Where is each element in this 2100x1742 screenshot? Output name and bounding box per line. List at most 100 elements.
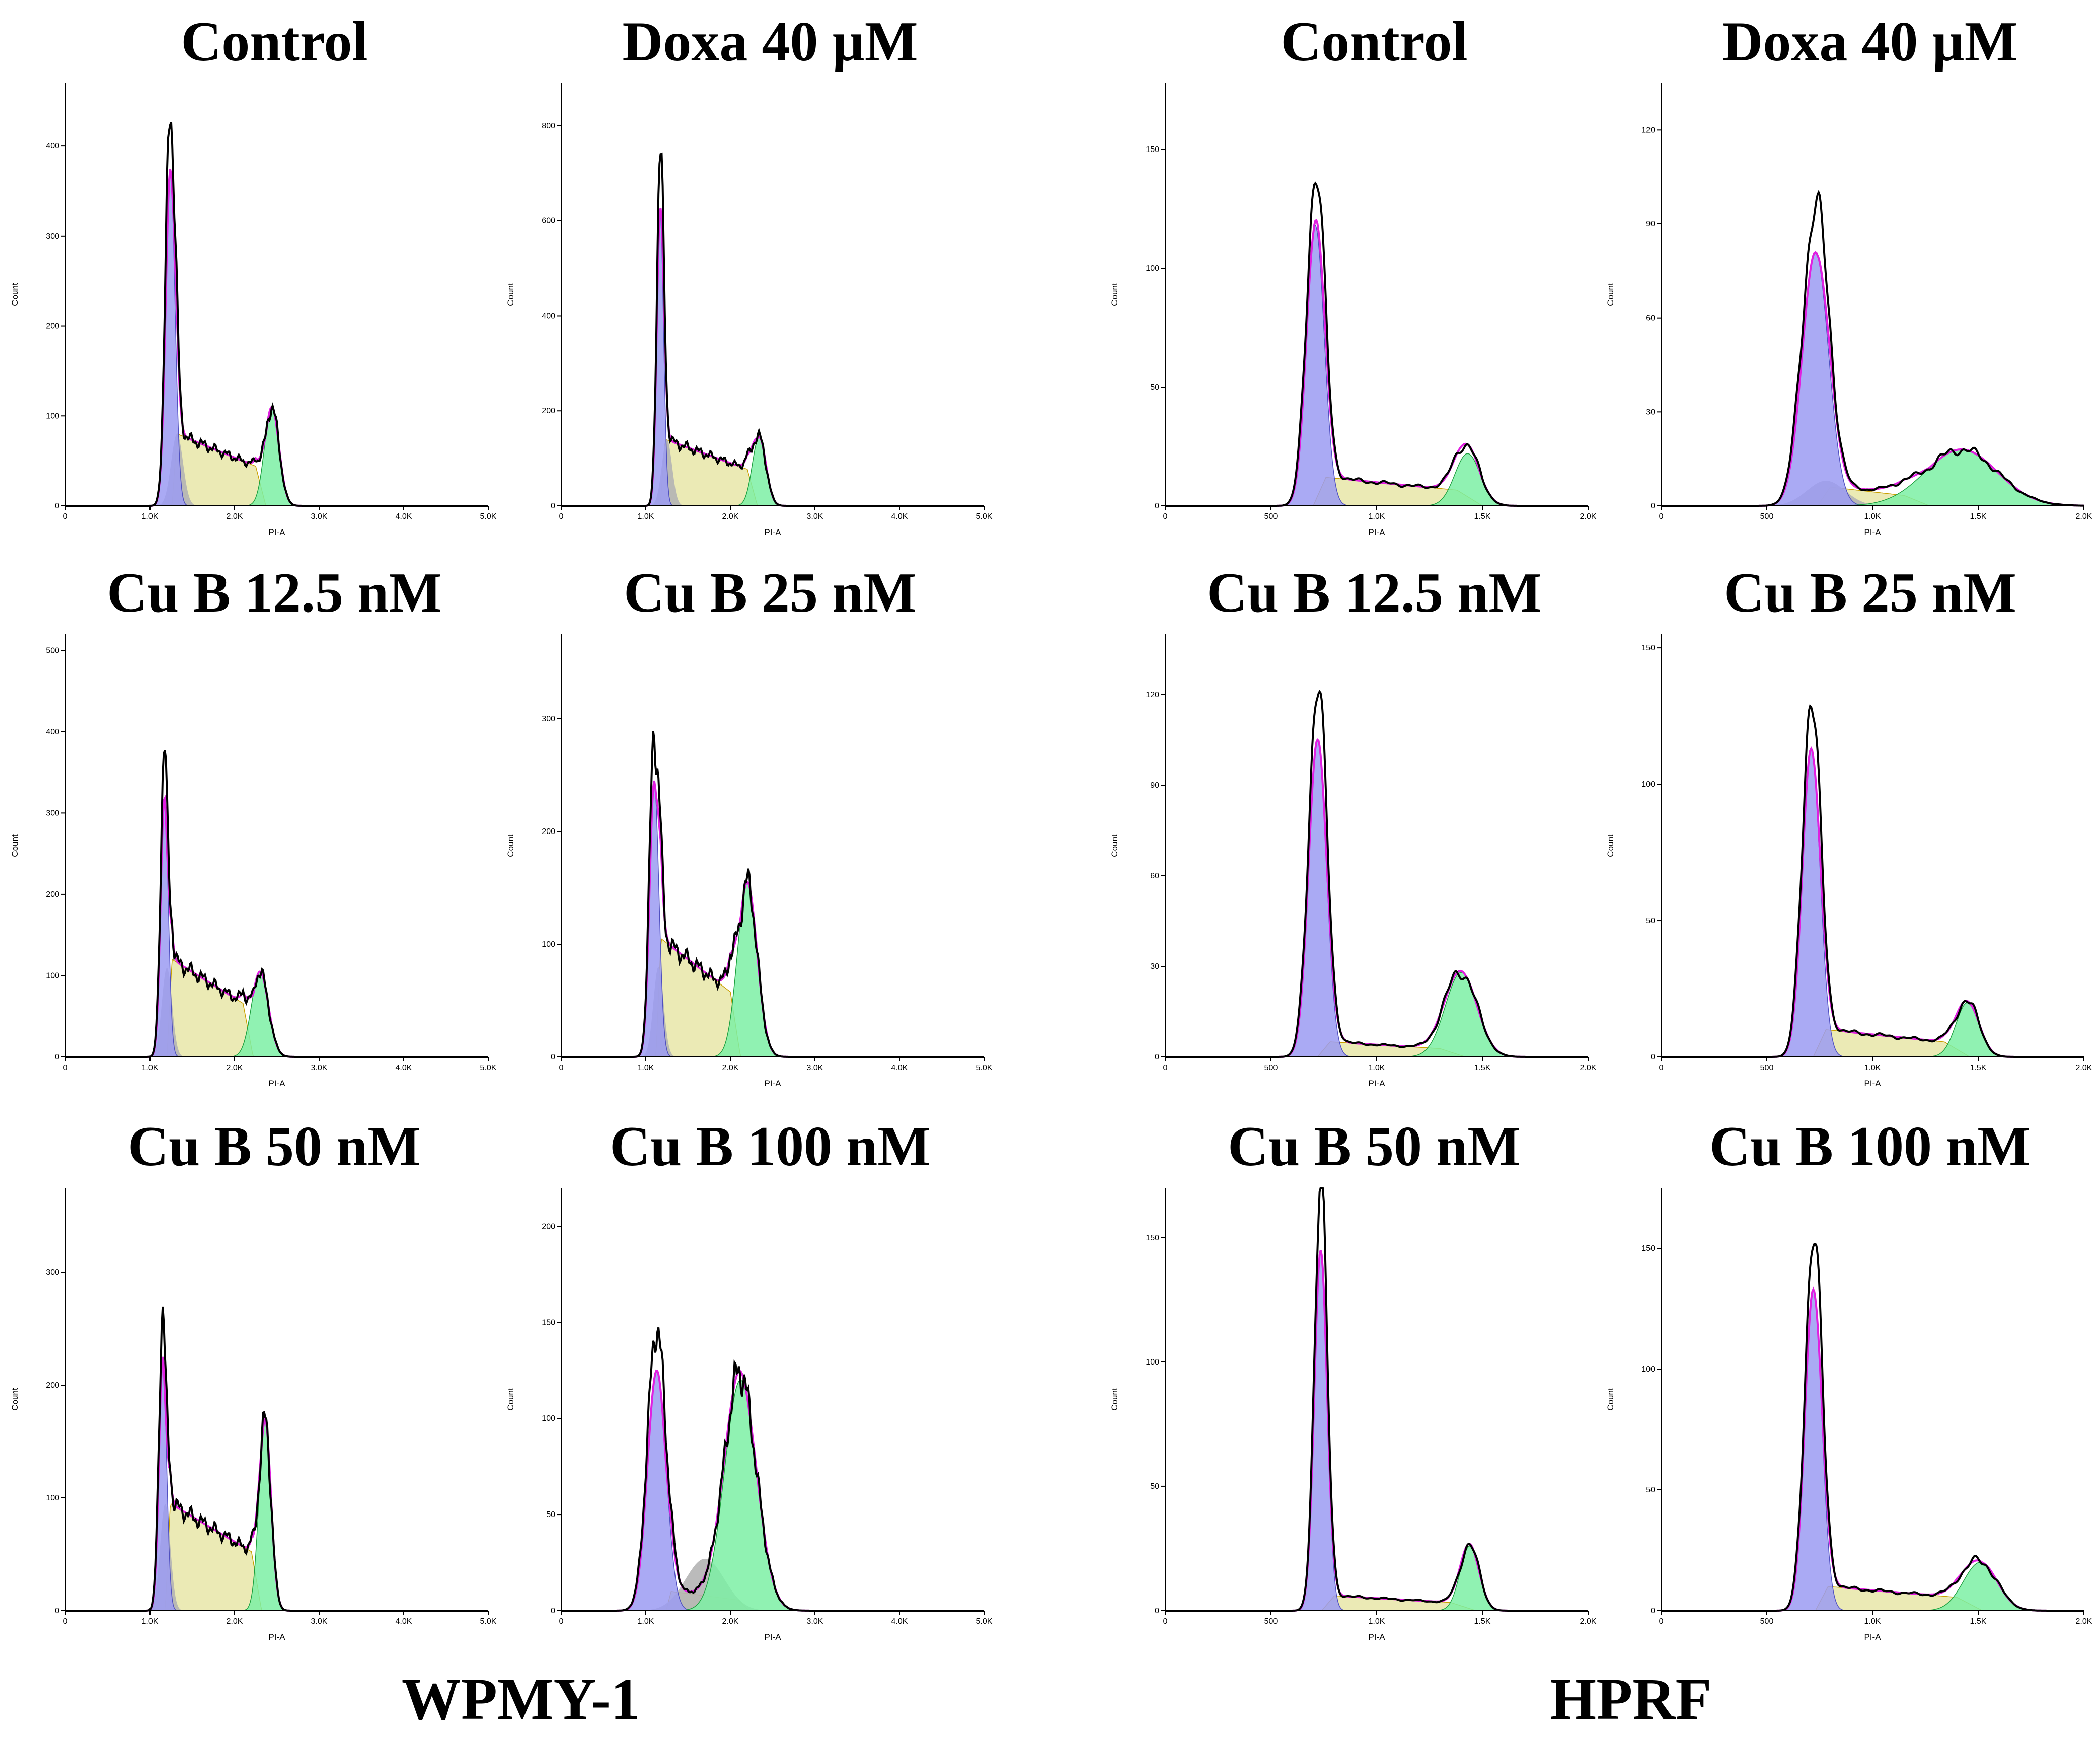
x-tick-label: 0 — [559, 1064, 564, 1072]
x-tick-label: 2.0K — [2076, 1617, 2092, 1626]
axis-frame — [1165, 83, 1588, 506]
y-tick-label: 60 — [1150, 872, 1159, 880]
x-tick-label: 1.5K — [1474, 512, 1491, 521]
histogram-data-line — [1661, 189, 2084, 507]
y-tick-label: 400 — [542, 312, 555, 320]
y-axis-label: Count — [1110, 834, 1119, 857]
x-tick-label: 1.0K — [142, 1617, 159, 1626]
x-tick-label: 1.0K — [1369, 512, 1385, 521]
histogram-panel: Cu B 100 nM 0 500 1.0K 1.5K 2.0K 0 50 100 150 PI-A… — [1606, 1115, 2092, 1642]
x-axis-label: PI-A — [268, 1632, 285, 1642]
x-tick-label: 1.0K — [1864, 1617, 1881, 1626]
y-tick-label: 100 — [1146, 264, 1159, 273]
x-axis-label: PI-A — [1368, 1632, 1385, 1642]
model-fit-line — [1661, 1286, 2084, 1612]
y-tick-label: 200 — [46, 322, 59, 331]
y-tick-label: 30 — [1150, 962, 1159, 971]
x-tick-label: 3.0K — [807, 1064, 823, 1072]
x-tick-label: 2.0K — [2076, 512, 2092, 521]
y-tick-label: 0 — [1155, 1053, 1159, 1062]
x-tick-label: 5.0K — [480, 1064, 497, 1072]
panel-title: Doxa 40 µM — [1722, 11, 2017, 73]
y-axis-label: Count — [1606, 1388, 1615, 1411]
y-tick-label: 600 — [542, 217, 555, 225]
y-tick-label: 150 — [542, 1318, 555, 1327]
y-tick-label: 100 — [1641, 780, 1655, 789]
y-tick-label: 200 — [46, 890, 59, 899]
panel-title: Cu B 100 nM — [1709, 1115, 2031, 1178]
axis-frame — [1165, 1188, 1588, 1611]
x-tick-label: 2.0K — [2076, 1064, 2092, 1072]
x-tick-label: 2.0K — [227, 1064, 243, 1072]
y-tick-label: 150 — [1641, 1244, 1655, 1253]
histogram-data-line — [561, 731, 984, 1058]
histogram-panel: Cu B 25 nM 0 500 1.0K 1.5K 2.0K 0 50 100 150 PI-A C… — [1606, 562, 2092, 1088]
y-tick-label: 120 — [1641, 126, 1655, 134]
model-fit-line — [1661, 746, 2084, 1058]
y-tick-label: 90 — [1646, 220, 1655, 229]
group-label-hprf: HPRF — [1550, 1666, 1711, 1732]
y-tick-label: 60 — [1646, 314, 1655, 323]
y-tick-label: 100 — [542, 940, 555, 949]
panel-title: Doxa 40 µM — [622, 11, 918, 73]
x-axis-label: PI-A — [1864, 1079, 1881, 1088]
histogram-panel: Doxa 40 µM 0 1.0K 2.0K 3.0K 4.0K 5.0K 0 200 400 60… — [506, 11, 993, 537]
x-axis-label: PI-A — [764, 1632, 781, 1642]
histogram-panel: Control 0 500 1.0K 1.5K 2.0K 0 50 100 150 PI-A Coun… — [1110, 11, 1597, 537]
model-fit-line — [1165, 738, 1588, 1058]
x-tick-label: 1.0K — [1369, 1064, 1385, 1072]
x-tick-label: 500 — [1760, 1064, 1774, 1072]
x-axis-label: PI-A — [1864, 1632, 1881, 1642]
x-axis-label: PI-A — [268, 527, 285, 537]
y-axis-label: Count — [506, 1388, 515, 1411]
histogram-panel: Doxa 40 µM 0 500 1.0K 1.5K 2.0K 0 30 60 90 120 PI-A… — [1606, 11, 2092, 537]
histogram-data-line — [1661, 704, 2084, 1058]
x-tick-label: 3.0K — [311, 512, 328, 521]
x-tick-label: 0 — [1659, 512, 1664, 521]
y-axis-label: Count — [506, 834, 515, 857]
x-tick-label: 0 — [63, 1617, 68, 1626]
y-tick-label: 300 — [46, 809, 59, 817]
y-axis-label: Count — [1110, 1388, 1119, 1411]
y-tick-label: 90 — [1150, 781, 1159, 790]
histogram-panel: Cu B 100 nM 0 1.0K 2.0K 3.0K 4.0K 5.0K 0 50 100 15… — [506, 1115, 993, 1642]
panel-title: Cu B 12.5 nM — [1207, 562, 1542, 624]
y-tick-label: 400 — [46, 728, 59, 736]
y-tick-label: 100 — [46, 971, 59, 980]
x-tick-label: 0 — [1659, 1617, 1664, 1626]
g1-phase-area — [561, 781, 984, 1057]
histogram-panel: Control 0 1.0K 2.0K 3.0K 4.0K 5.0K 0 100 200 300 40… — [10, 11, 497, 537]
x-tick-label: 2.0K — [227, 1617, 243, 1626]
x-tick-label: 0 — [63, 512, 68, 521]
g1-phase-area — [1165, 224, 1588, 506]
y-tick-label: 500 — [46, 646, 59, 655]
panel-title: Cu B 25 nM — [1723, 562, 2016, 624]
y-tick-label: 0 — [1651, 1053, 1655, 1062]
y-tick-label: 50 — [1646, 1486, 1655, 1494]
y-tick-label: 50 — [1150, 1482, 1159, 1491]
y-tick-label: 0 — [1155, 502, 1159, 510]
y-tick-label: 50 — [1150, 383, 1159, 392]
histogram-data-line — [65, 1306, 488, 1612]
g1-phase-area — [1661, 252, 2084, 506]
histogram-panel: Cu B 25 nM 0 1.0K 2.0K 3.0K 4.0K 5.0K 0 100 200 30… — [506, 562, 993, 1088]
y-axis-label: Count — [1606, 834, 1615, 857]
x-tick-label: 4.0K — [396, 1617, 412, 1626]
y-tick-label: 120 — [1146, 691, 1159, 699]
x-tick-label: 500 — [1760, 1617, 1774, 1626]
y-tick-label: 0 — [1651, 502, 1655, 510]
model-fit-line — [1661, 251, 2084, 507]
x-tick-label: 0 — [1163, 1617, 1168, 1626]
panel-title: Cu B 12.5 nM — [107, 562, 442, 624]
y-tick-label: 800 — [542, 122, 555, 130]
y-axis-label: Count — [506, 283, 515, 306]
y-tick-label: 150 — [1641, 644, 1655, 652]
g2-phase-area — [561, 881, 984, 1057]
panel-title: Cu B 100 nM — [610, 1115, 931, 1178]
y-axis-label: Count — [10, 1388, 20, 1411]
g1-phase-area — [1661, 747, 2084, 1057]
x-tick-label: 2.0K — [227, 512, 243, 521]
histogram-panel: Cu B 50 nM 0 1.0K 2.0K 3.0K 4.0K 5.0K 0 100 200 30… — [10, 1115, 497, 1642]
